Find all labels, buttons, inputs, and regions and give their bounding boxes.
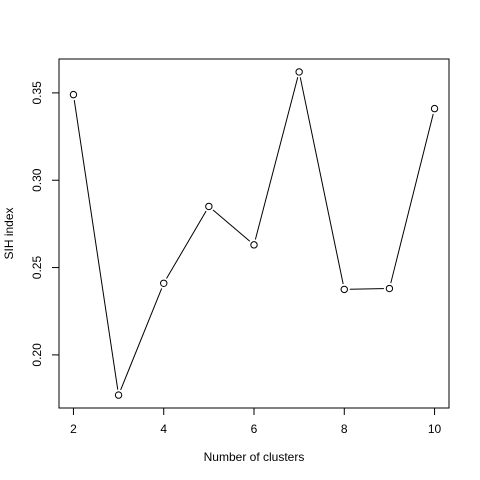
x-tick-label: 6 [251, 422, 258, 436]
data-point [385, 284, 394, 293]
data-point [205, 202, 213, 211]
x-tick-label: 8 [341, 422, 348, 436]
x-axis: 2 4 6 8 10 [70, 407, 442, 436]
y-axis-title: SIH index [2, 207, 16, 259]
series-line-segment [166, 210, 207, 279]
x-axis-title: Number of clusters [204, 450, 305, 464]
y-axis: 0.20 0.25 0.30 0.35 [30, 81, 60, 367]
y-tick-label: 0.30 [30, 168, 44, 192]
data-point [114, 391, 123, 399]
series-line-segment [299, 77, 344, 285]
series-line-segment [120, 288, 163, 391]
series-line-segment [73, 99, 119, 390]
plot-frame [58, 58, 450, 409]
y-tick-label: 0.35 [30, 81, 44, 105]
series-line-segment [390, 113, 434, 284]
series-group [69, 68, 439, 399]
x-tick-label: 10 [428, 422, 442, 436]
data-point [430, 104, 439, 113]
data-point [160, 279, 168, 287]
data-point [295, 68, 303, 76]
data-point [340, 285, 348, 294]
series-line-segment [254, 77, 299, 240]
x-tick-label: 2 [70, 422, 77, 436]
y-tick-label: 0.20 [30, 343, 44, 367]
x-tick-label: 4 [160, 422, 167, 436]
series-line-segment [212, 209, 251, 242]
data-point [69, 90, 78, 99]
data-point [250, 241, 258, 249]
y-tick-label: 0.25 [30, 256, 44, 280]
series-line-segment [349, 288, 384, 290]
